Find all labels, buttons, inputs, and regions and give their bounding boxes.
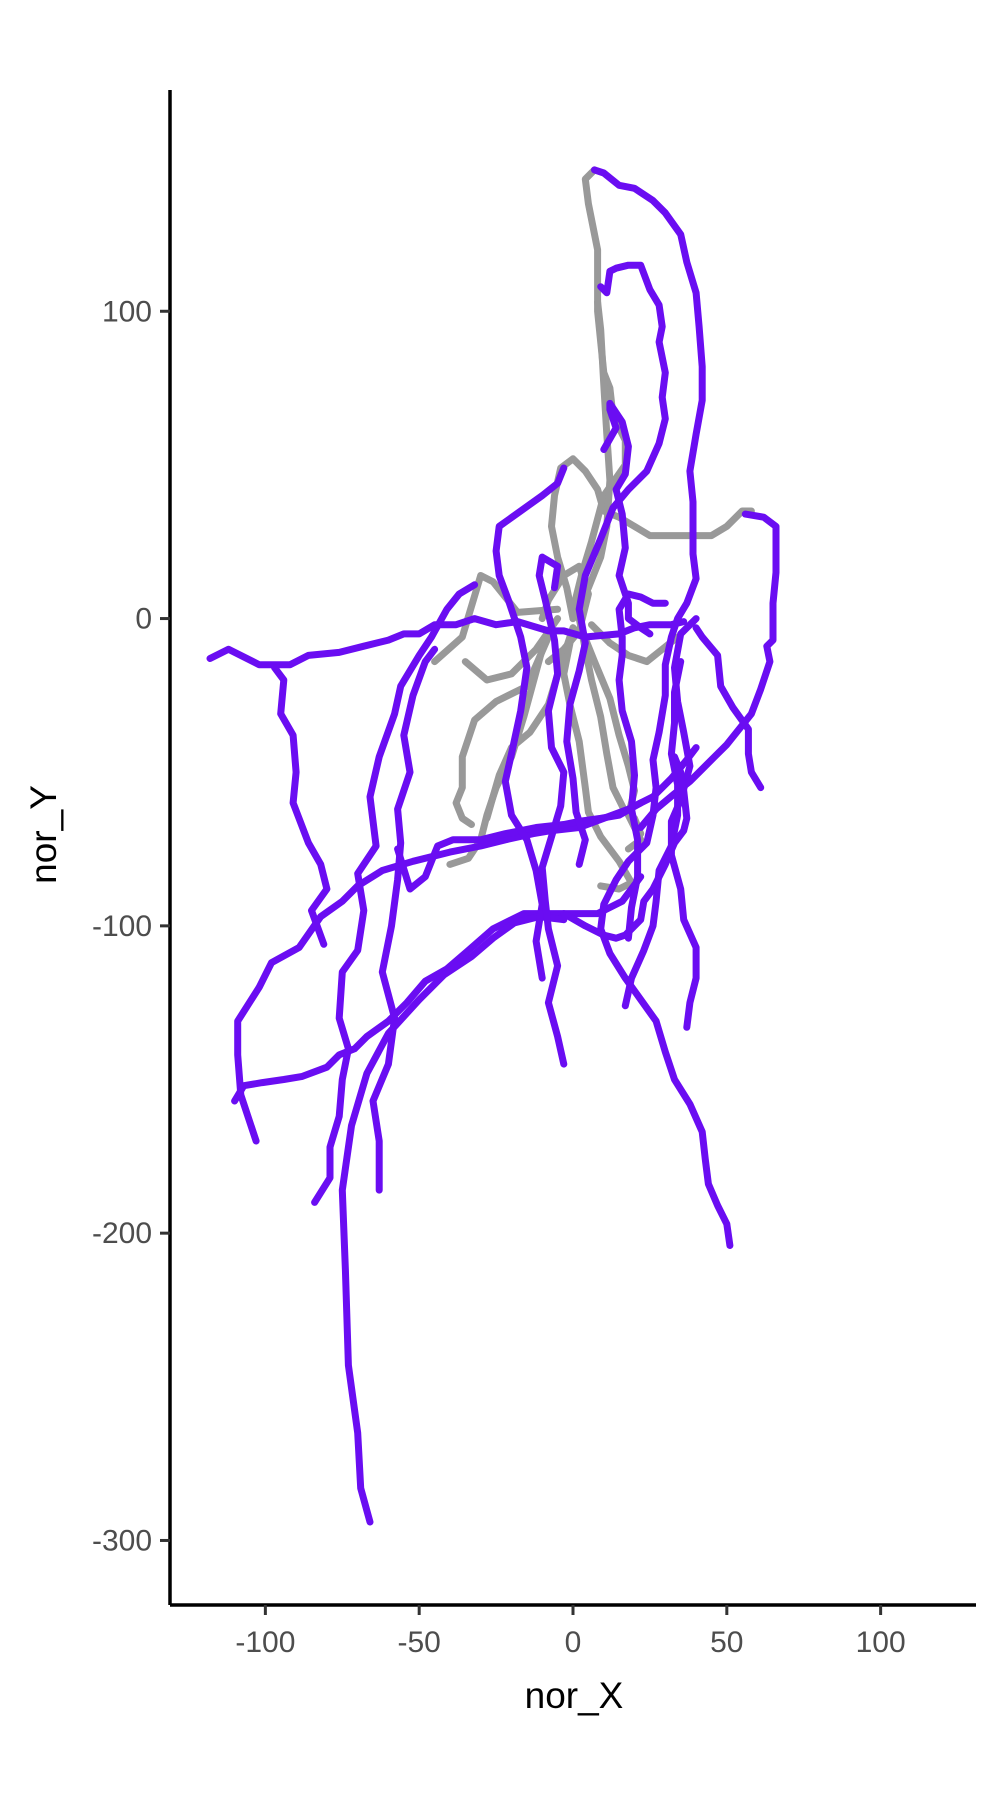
- trajectory-group-b-30: [637, 510, 780, 831]
- x-axis-title: nor_X: [525, 1675, 624, 1716]
- trajectory-group-b-15: [271, 664, 331, 948]
- trajectory-group-a-8: [560, 624, 635, 893]
- x-tick-label: 0: [565, 1626, 582, 1659]
- y-tick-label: -200: [92, 1217, 152, 1250]
- y-tick-label: -300: [92, 1524, 152, 1557]
- trajectory-group-b-27: [591, 166, 734, 1249]
- trajectory-group-a-2: [431, 572, 562, 666]
- trajectory-group-a-1: [461, 615, 562, 684]
- trajectory-group-b-18: [311, 581, 479, 1206]
- x-tick-label: -50: [398, 1626, 441, 1659]
- y-tick-label: -100: [92, 910, 152, 943]
- y-axis-title: nor_Y: [23, 785, 64, 884]
- trajectory-group-b-31: [692, 624, 765, 792]
- trajectory-group-a-10: [569, 298, 614, 623]
- trajectory-group-b-16: [231, 873, 645, 1105]
- trajectory-layer: [206, 166, 780, 1526]
- trajectory-group-b-24: [563, 261, 669, 868]
- trajectory-group-b-19: [369, 645, 439, 1194]
- trajectory-group-a-3: [452, 633, 552, 828]
- y-tick-label: 100: [102, 295, 152, 328]
- trajectory-group-b-26: [615, 590, 669, 942]
- trajectory-group-b-32: [560, 753, 691, 942]
- trajectory-group-b-22: [492, 464, 568, 982]
- trajectory-group-b-21: [394, 799, 645, 893]
- y-axis-ticks: 100 0 -100 -200 -300: [92, 295, 170, 1557]
- x-tick-label: 100: [856, 1626, 906, 1659]
- trajectory-group-b-25: [600, 399, 654, 638]
- x-tick-label: -100: [235, 1626, 295, 1659]
- x-axis-ticks: -100 -50 0 50 100: [235, 1605, 906, 1659]
- trajectory-group-a-6: [548, 455, 755, 623]
- trajectory-group-a-11: [588, 621, 682, 666]
- y-tick-label: 0: [135, 603, 152, 636]
- trajectory-group-b-29: [667, 615, 700, 1031]
- x-tick-label: 50: [710, 1626, 743, 1659]
- trajectory-group-b-20: [338, 913, 568, 1526]
- trajectory-group-b-23: [535, 553, 568, 1068]
